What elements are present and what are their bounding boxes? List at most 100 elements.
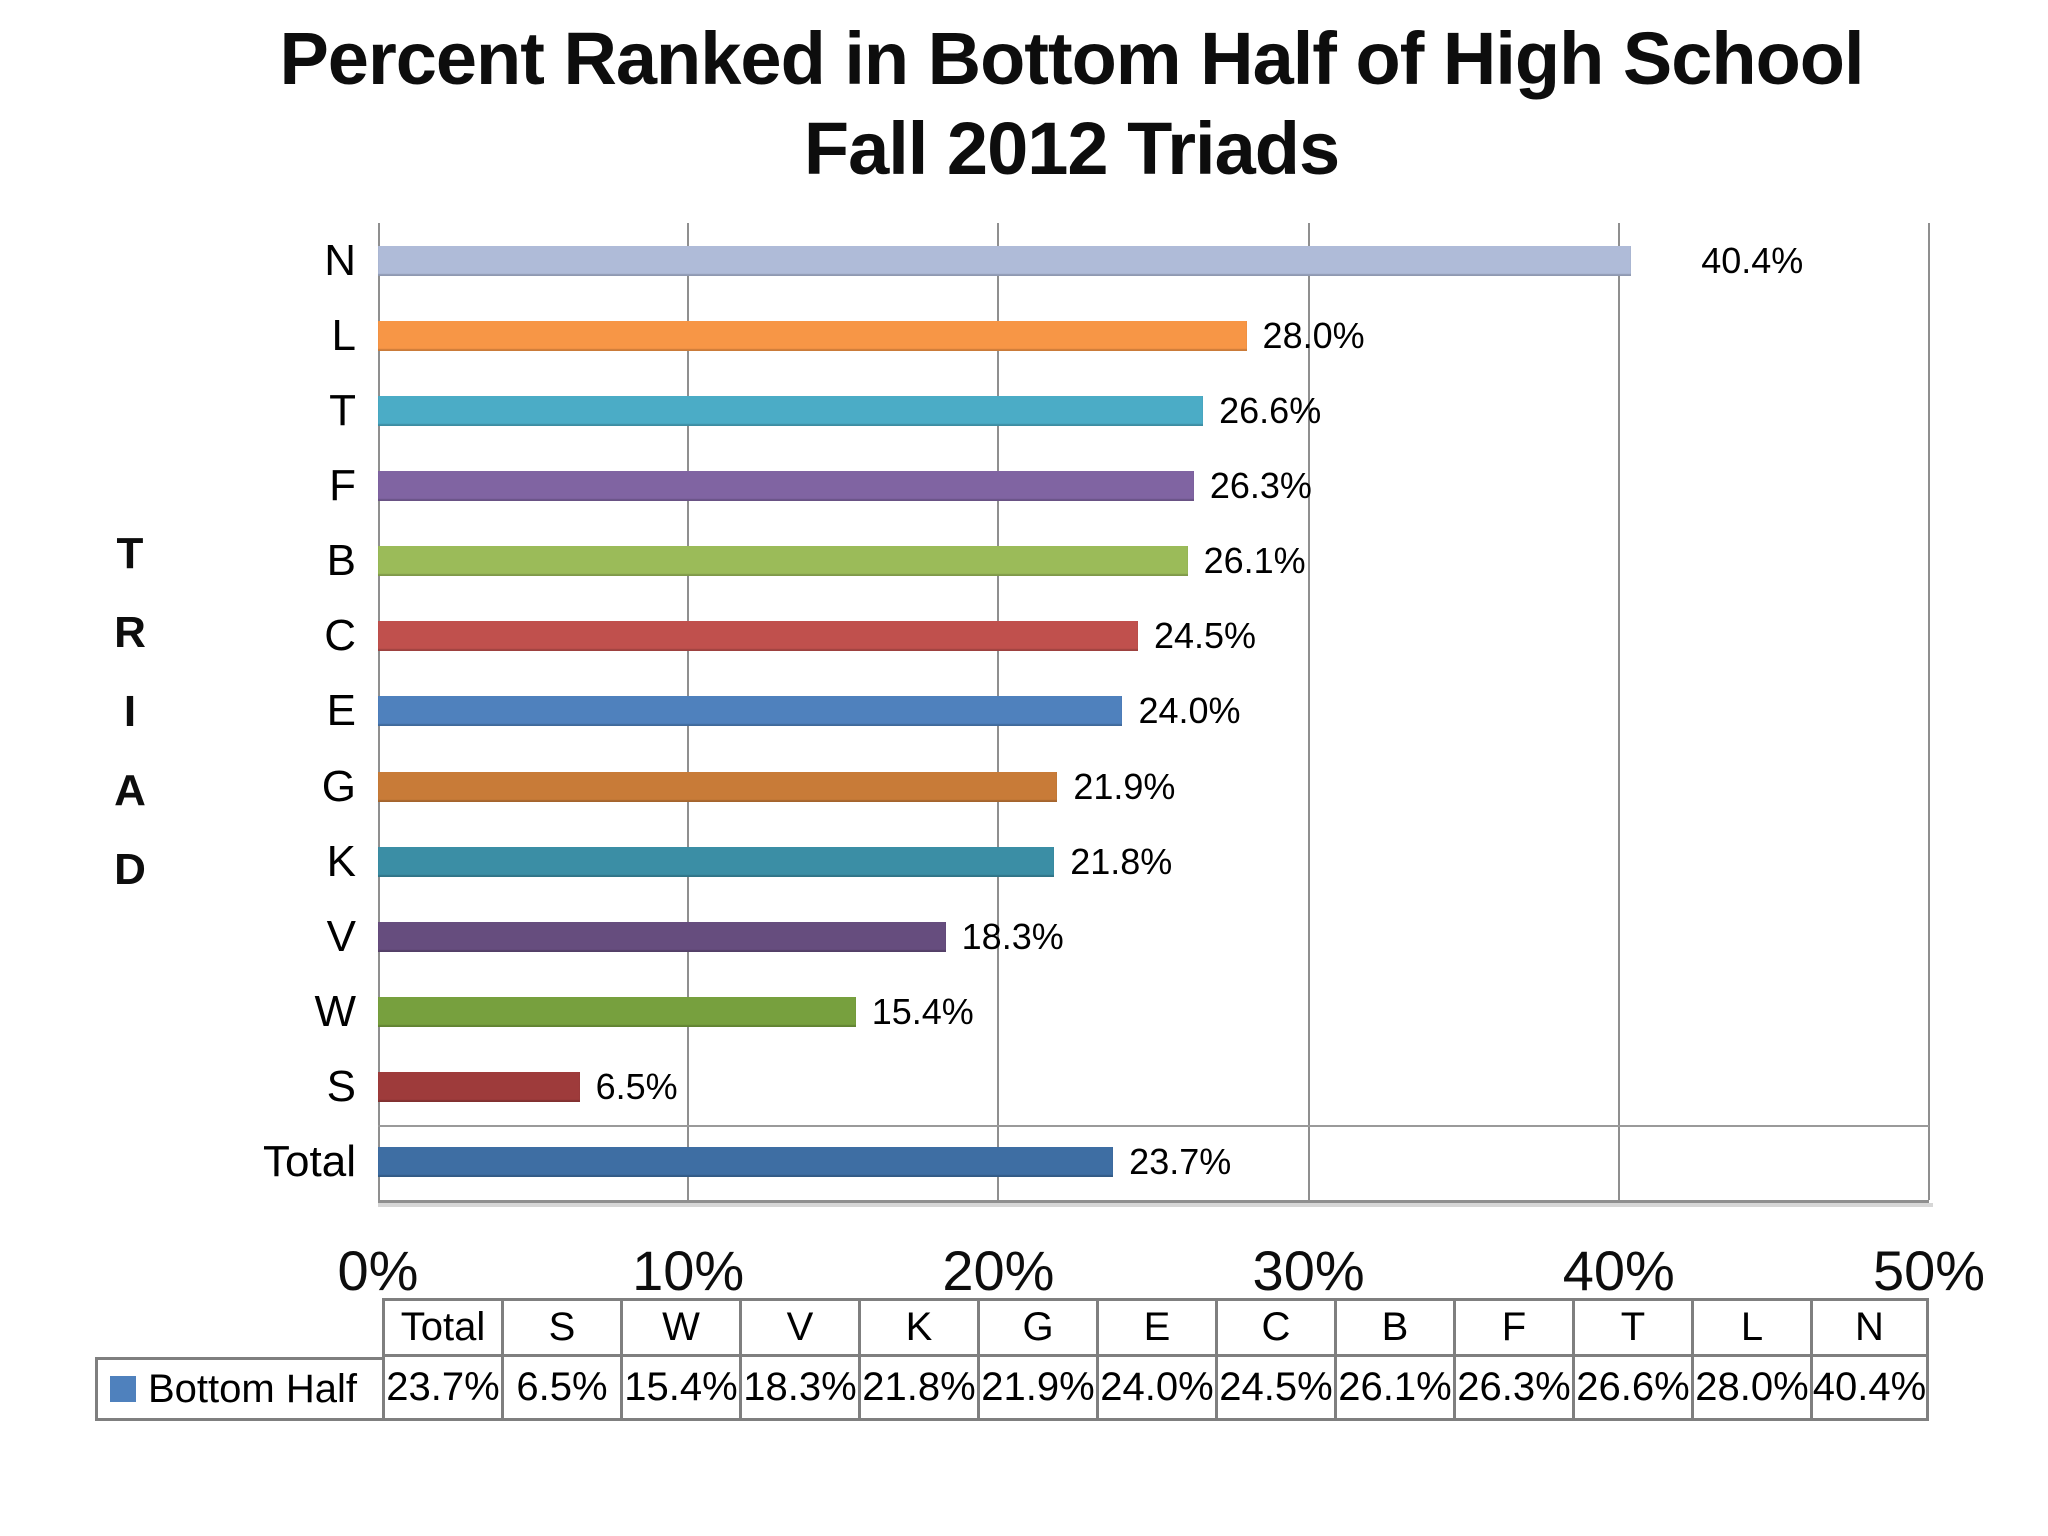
x-axis-tick-labels: 0% 10% 20% 30% 40% 50%: [338, 1238, 1986, 1308]
bar-value-label: 40.4%: [1701, 239, 1804, 281]
bar-k: [378, 846, 1055, 877]
category-label-g: G: [321, 761, 356, 811]
y-axis-title-letter: A: [114, 766, 146, 815]
bar-value-label: 21.9%: [1073, 765, 1176, 807]
x-tick-label: 50%: [1872, 1239, 1986, 1302]
bar-w: [378, 997, 856, 1028]
category-label-k: K: [326, 836, 356, 886]
bar-value-label: 6.5%: [595, 1066, 678, 1108]
table-header-w: W: [620, 1298, 739, 1357]
bar-t: [378, 395, 1204, 426]
bar-c: [378, 621, 1138, 652]
x-tick-label: 0%: [337, 1239, 419, 1302]
category-label-n: N: [324, 235, 356, 285]
x-tick-label: 10%: [632, 1239, 745, 1302]
y-axis-title-letter: R: [114, 608, 146, 657]
category-label-e: E: [326, 686, 356, 736]
x-tick-label: 30%: [1252, 1239, 1365, 1302]
table-value-c: 24.5%: [1215, 1357, 1334, 1421]
table-value-g: 21.9%: [977, 1357, 1096, 1421]
bar-row: 26.1%: [378, 524, 1929, 599]
bar-b: [378, 546, 1188, 577]
bar-n: [378, 245, 1632, 276]
bar-row: 40.4%: [378, 223, 1929, 298]
bar-total: [378, 1147, 1114, 1178]
category-label-total: Total: [263, 1137, 356, 1187]
table-header-f: F: [1453, 1298, 1572, 1357]
gridline: [1307, 223, 1310, 1200]
bar-value-label: 28.0%: [1262, 314, 1365, 356]
table-header-s: S: [501, 1298, 620, 1357]
category-label-s: S: [326, 1062, 356, 1112]
bar-row: 24.5%: [378, 599, 1929, 674]
bar-value-label: 26.6%: [1219, 389, 1322, 431]
table-header-c: C: [1215, 1298, 1334, 1357]
bar-v: [378, 921, 946, 952]
bar-s: [378, 1072, 580, 1103]
category-label-b: B: [326, 536, 356, 586]
table-value-t: 26.6%: [1572, 1357, 1691, 1421]
legend-label: Bottom Half: [148, 1366, 357, 1411]
bar-row: 6.5%: [378, 1050, 1929, 1125]
table-value-w: 15.4%: [620, 1357, 739, 1421]
bar-row: 26.3%: [378, 448, 1929, 523]
bar-row: 15.4%: [378, 975, 1929, 1050]
bar-l: [378, 320, 1247, 351]
table-value-v: 18.3%: [739, 1357, 858, 1421]
bar-row: 24.0%: [378, 674, 1929, 749]
bar-f: [378, 471, 1194, 502]
bar-row: 28.0%: [378, 298, 1929, 373]
table-header-g: G: [977, 1298, 1096, 1357]
table-value-total: 23.7%: [382, 1357, 501, 1421]
y-axis-title-letter: D: [114, 845, 146, 894]
chart-title: Percent Ranked in Bottom Half of High Sc…: [95, 14, 2048, 194]
table-header-total: Total: [382, 1298, 501, 1357]
bar-value-label: 24.0%: [1138, 690, 1241, 732]
table-header-n: N: [1810, 1298, 1929, 1357]
bar-e: [378, 696, 1123, 727]
table-header-e: E: [1096, 1298, 1215, 1357]
category-label-l: L: [331, 310, 356, 360]
y-axis-title-letter: T: [116, 529, 144, 578]
gridline: [1617, 223, 1620, 1200]
bar-value-label: 26.3%: [1209, 465, 1312, 507]
gridline: [1928, 223, 1930, 1200]
y-axis-title-letter: I: [123, 687, 137, 736]
bar-value-label: 21.8%: [1070, 840, 1173, 882]
chart-title-line1: Percent Ranked in Bottom Half of High Sc…: [279, 17, 1864, 100]
table-value-f: 26.3%: [1453, 1357, 1572, 1421]
table-header-t: T: [1572, 1298, 1691, 1357]
bar-value-label: 18.3%: [961, 915, 1064, 957]
category-label-v: V: [326, 911, 356, 961]
table-value-s: 6.5%: [501, 1357, 620, 1421]
table-header-l: L: [1691, 1298, 1810, 1357]
bar-value-label: 23.7%: [1129, 1141, 1232, 1183]
x-tick-label: 20%: [942, 1239, 1055, 1302]
bar-row: 26.6%: [378, 373, 1929, 448]
total-separator-line: [378, 1124, 1929, 1127]
bar-g: [378, 771, 1058, 802]
table-value-b: 26.1%: [1334, 1357, 1453, 1421]
category-label-c: C: [324, 611, 356, 661]
table-value-k: 21.8%: [858, 1357, 977, 1421]
bar-row: 21.9%: [378, 749, 1929, 824]
bar-row: 23.7%: [378, 1125, 1929, 1200]
category-label-w: W: [314, 987, 356, 1037]
table-header-k: K: [858, 1298, 977, 1357]
category-label-f: F: [329, 461, 356, 511]
bar-row: 21.8%: [378, 824, 1929, 899]
bar-value-label: 26.1%: [1203, 540, 1306, 582]
table-header-v: V: [739, 1298, 858, 1357]
x-tick-label: 40%: [1562, 1239, 1675, 1302]
table-value-e: 24.0%: [1096, 1357, 1215, 1421]
chart-title-line2: Fall 2012 Triads: [803, 107, 1340, 190]
data-table: Total S W V K G E C B F T L N Bottom Half 23.7% 6.5% 15.…: [95, 1298, 1929, 1421]
table-header-b: B: [1334, 1298, 1453, 1357]
bar-value-label: 15.4%: [871, 991, 974, 1033]
bar-row: 18.3%: [378, 899, 1929, 974]
legend-swatch: [110, 1376, 136, 1402]
category-label-t: T: [329, 385, 356, 435]
plot-area: 40.4% 28.0% 26.6% 26.3% 26.1% 24.5% 24.0% 21.9%…: [378, 223, 1933, 1207]
table-value-l: 28.0%: [1691, 1357, 1810, 1421]
